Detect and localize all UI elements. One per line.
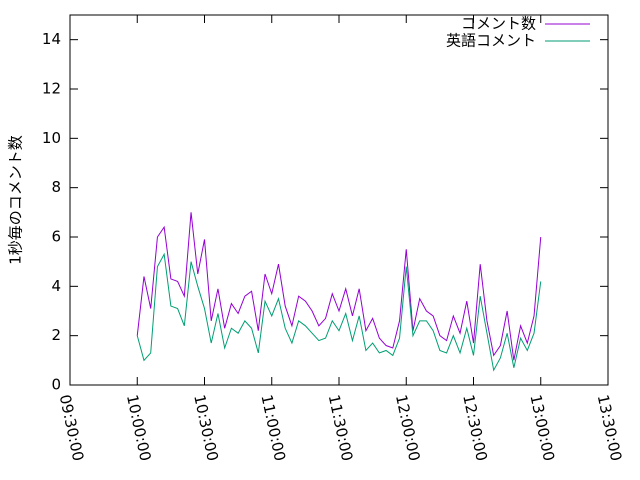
y-tick-label: 4 [51,277,61,295]
series-line [136,212,542,361]
y-tick-label: 12 [42,80,61,98]
y-tick-label: 2 [51,326,61,344]
y-tick-label: 10 [42,129,61,147]
series-line [136,252,542,372]
legend-label: 英語コメント [446,32,536,50]
y-tick-label: 14 [42,30,61,48]
y-axis-label: 1秒毎のコメント数 [7,135,25,265]
y-tick-label: 6 [51,228,61,246]
legend-label: コメント数 [461,15,536,33]
y-tick-label: 8 [51,178,61,196]
y-tick-label: 0 [51,376,61,394]
